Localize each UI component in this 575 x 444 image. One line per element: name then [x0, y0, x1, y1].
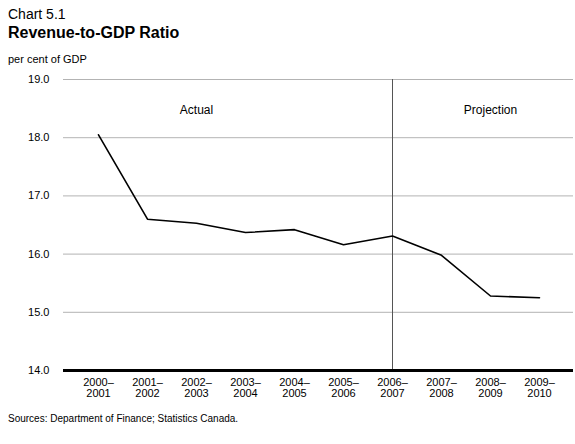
- svg-text:2000–2001: 2000–2001: [83, 376, 114, 399]
- svg-text:2008–2009: 2008–2009: [475, 376, 506, 399]
- svg-text:2003–2004: 2003–2004: [230, 376, 261, 399]
- svg-text:19.0: 19.0: [28, 73, 49, 85]
- html-text:Revenue-to-GDP Ratio: Revenue-to-GDP Ratio: [8, 24, 180, 41]
- svg-text:16.0: 16.0: [28, 248, 49, 260]
- html-text:Chart 5.1: Chart 5.1: [8, 6, 66, 22]
- svg-text:18.0: 18.0: [28, 131, 49, 143]
- svg-text:2009–2010: 2009–2010: [524, 376, 555, 399]
- svg-text:Projection: Projection: [464, 103, 517, 117]
- svg-text:2005–2006: 2005–2006: [328, 376, 359, 399]
- svg-text:17.0: 17.0: [28, 189, 49, 201]
- svg-text:2006–2007: 2006–2007: [377, 376, 408, 399]
- svg-text:2007–2008: 2007–2008: [426, 376, 457, 399]
- html-text:per cent of GDP: per cent of GDP: [8, 53, 87, 65]
- svg-text:2004–2005: 2004–2005: [279, 376, 310, 399]
- svg-text:15.0: 15.0: [28, 306, 49, 318]
- svg-text:2001–2002: 2001–2002: [132, 376, 163, 399]
- svg-text:14.0: 14.0: [28, 364, 49, 376]
- svg-text:Actual: Actual: [180, 103, 213, 117]
- svg-text:2002–2003: 2002–2003: [181, 376, 212, 399]
- html-text:Sources: Department of Finance: Sources: Department of Finance; Statisti…: [8, 413, 239, 424]
